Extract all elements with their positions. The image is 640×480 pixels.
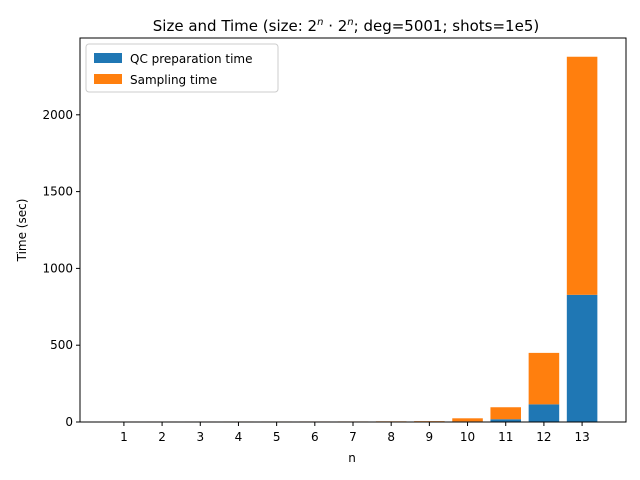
x-tick-label: 1 [120, 430, 128, 444]
legend-label-sampling: Sampling time [130, 73, 217, 87]
y-tick-label: 1000 [42, 261, 73, 275]
x-tick-label: 3 [196, 430, 204, 444]
x-tick-label: 13 [574, 430, 589, 444]
bar-sampling-10 [452, 418, 483, 422]
y-axis-label: Time (sec) [15, 199, 29, 263]
x-tick-label: 7 [349, 430, 357, 444]
x-tick-label: 5 [273, 430, 281, 444]
x-tick-label: 9 [426, 430, 434, 444]
legend: QC preparation time Sampling time [85, 43, 279, 93]
y-tick-label: 0 [65, 415, 73, 429]
y-tick-label: 2000 [42, 108, 73, 122]
y-tick-label: 1500 [42, 185, 73, 199]
x-tick-label: 4 [235, 430, 243, 444]
x-tick-label: 12 [536, 430, 551, 444]
legend-swatch-sampling [94, 74, 122, 84]
bar-qc-preparation-12 [528, 404, 560, 422]
bar-sampling-11 [490, 407, 521, 420]
legend-swatch-qc-preparation [94, 53, 122, 63]
x-tick-label: 11 [498, 430, 513, 444]
legend-box [85, 43, 279, 93]
bar-qc-preparation-11 [490, 419, 521, 422]
x-tick-label: 8 [387, 430, 395, 444]
x-tick-label: 2 [158, 430, 166, 444]
bar-sampling-13 [566, 56, 598, 295]
bar-qc-preparation-13 [566, 294, 598, 422]
x-tick-label: 10 [460, 430, 475, 444]
x-tick-label: 6 [311, 430, 319, 444]
y-tick-label: 500 [50, 338, 73, 352]
legend-label-qc-preparation: QC preparation time [130, 52, 252, 66]
chart-title: Size and Time (size: 2n · 2n; deg=5001; … [153, 17, 539, 35]
bar-sampling-12 [528, 352, 560, 405]
x-axis-label: n [348, 451, 356, 465]
